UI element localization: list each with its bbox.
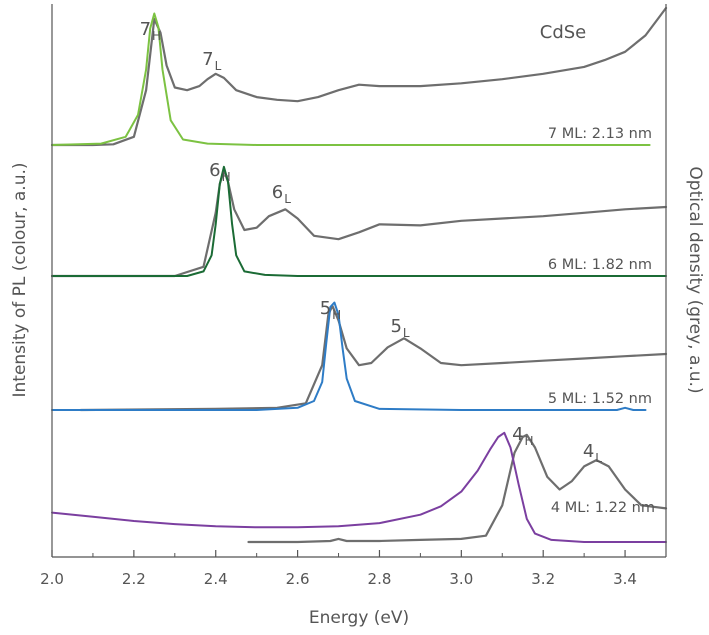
absorption-curve-3 <box>79 304 668 412</box>
axes <box>51 4 667 558</box>
thickness-label-3: 5 ML: 1.52 nm <box>548 391 652 407</box>
y-axis-title-right: Optical density (grey, a.u.) <box>685 166 705 393</box>
spectra-curves <box>50 6 668 544</box>
thickness-label-4: 4 ML: 1.22 nm <box>551 500 655 516</box>
pl-curve-3 <box>51 301 647 411</box>
pl-curve-4 <box>51 431 667 543</box>
panel-3 <box>51 301 668 412</box>
absorption-curve-1 <box>50 6 668 147</box>
x-axis-title: Energy (eV) <box>309 608 409 628</box>
thickness-label-2: 6 ML: 1.82 nm <box>548 257 652 273</box>
thickness-label-1: 7 ML: 2.13 nm <box>548 126 652 142</box>
x-tick-label: 2.6 <box>286 570 310 588</box>
x-axis-ticks: 2.0 2.2 2.4 2.6 2.8 3.0 3.2 3.4 <box>40 550 637 588</box>
x-tick-label: 3.2 <box>531 570 555 588</box>
panel-1 <box>50 6 668 147</box>
panel-4 <box>51 431 668 544</box>
material-label: CdSe <box>540 22 587 43</box>
absorption-curve-4 <box>247 433 668 544</box>
x-tick-label: 3.4 <box>613 570 637 588</box>
x-tick-label: 2.8 <box>368 570 392 588</box>
y-axis-title-left: Intensity of PL (colour, a.u.) <box>10 162 30 397</box>
panel-2 <box>50 165 668 278</box>
x-tick-label: 2.2 <box>122 570 146 588</box>
x-tick-label: 3.0 <box>449 570 473 588</box>
pl-curve-2 <box>51 165 667 277</box>
pl-curve-1 <box>51 12 651 146</box>
x-tick-label: 2.0 <box>40 570 64 588</box>
x-tick-label: 2.4 <box>204 570 228 588</box>
